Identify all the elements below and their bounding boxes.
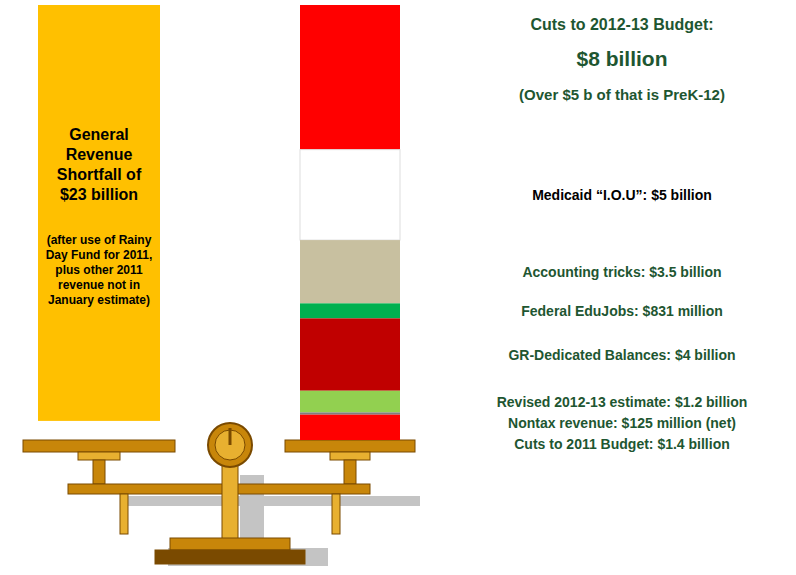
leg xyxy=(332,494,340,534)
bar-segment xyxy=(300,5,400,150)
category-label: Nontax revenue: $125 million (net) xyxy=(508,415,736,431)
plot-area xyxy=(38,5,400,440)
shortfall-note: (after use of RainyDay Fund for 2011,plu… xyxy=(46,233,153,307)
bar-segment xyxy=(300,303,400,318)
dial xyxy=(208,423,252,467)
category-label: Cuts to 2012-13 Budget:$8 billion xyxy=(530,16,713,70)
category-label: Medicaid “I.O.U”: $5 billion xyxy=(532,187,712,203)
center-post xyxy=(222,460,238,540)
category-label: Revised 2012-13 estimate: $1.2 billion xyxy=(497,394,748,410)
shortfall-title: GeneralRevenueShortfall of$23 billion xyxy=(57,126,142,203)
chart: GeneralRevenueShortfall of$23 billion (af… xyxy=(0,0,796,575)
base-top xyxy=(170,538,290,550)
category-label: GR-Dedicated Balances: $4 billion xyxy=(508,347,735,363)
leg xyxy=(120,494,128,534)
bar-segment xyxy=(300,240,400,303)
bar-segment xyxy=(300,415,400,440)
left-pan xyxy=(23,440,175,452)
category-label: Federal EduJobs: $831 million xyxy=(521,303,723,319)
right-pan xyxy=(285,440,415,452)
beam xyxy=(68,484,370,494)
bar-segment xyxy=(300,318,400,390)
labels: GeneralRevenueShortfall of$23 billion (af… xyxy=(46,16,748,452)
scale-shadow xyxy=(120,496,420,506)
annotation: (Over $5 b of that is PreK-12) xyxy=(519,86,725,103)
bar-segment xyxy=(300,150,400,240)
bar-segment xyxy=(300,412,400,414)
shortfall-bar xyxy=(38,5,160,421)
balance-scale xyxy=(23,423,420,566)
base xyxy=(155,550,305,564)
right-pan-cup xyxy=(330,452,370,460)
left-pan-cup xyxy=(78,452,120,460)
bar-segment xyxy=(300,391,400,413)
left-post xyxy=(93,460,105,484)
right-post xyxy=(344,460,356,484)
dial-needle xyxy=(229,428,232,445)
category-label: Accounting tricks: $3.5 billion xyxy=(522,264,721,280)
category-label: Cuts to 2011 Budget: $1.4 billion xyxy=(514,436,729,452)
